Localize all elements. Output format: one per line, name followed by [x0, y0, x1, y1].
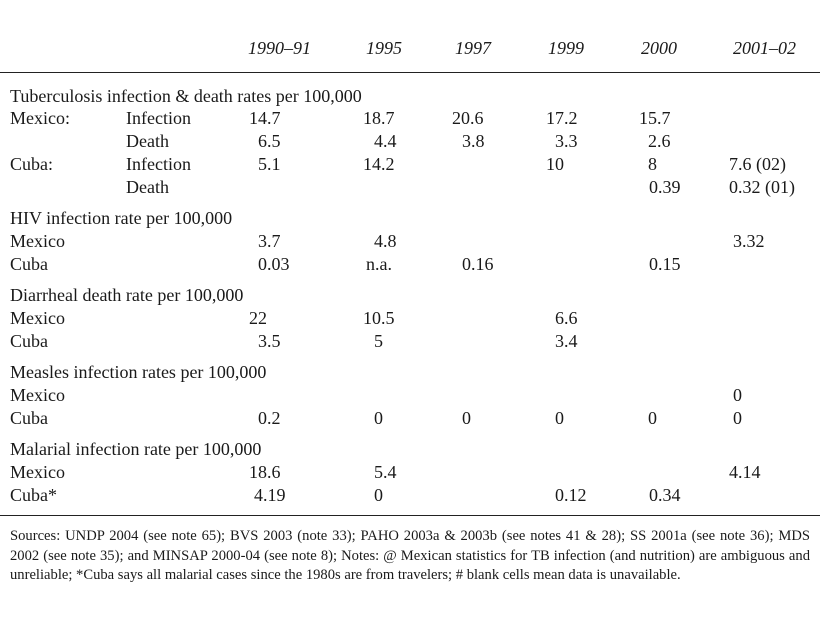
- table-cell: 6.5: [258, 131, 281, 151]
- table-cell: 2.6: [648, 131, 671, 151]
- table-cell: 0: [374, 485, 383, 505]
- year-header-1995: 1995: [366, 38, 402, 58]
- year-header-1990-91: 1990–91: [248, 38, 311, 58]
- table-cell: 3.7: [258, 231, 281, 251]
- table-cell: 3.4: [555, 331, 578, 351]
- year-header-2000: 2000: [641, 38, 677, 58]
- header-rule: [0, 72, 820, 73]
- table-cell: 0: [555, 408, 564, 428]
- table-cell: 3.3: [555, 131, 578, 151]
- table-cell: 3.32: [733, 231, 765, 251]
- table-cell: 6.6: [555, 308, 578, 328]
- year-header-2001-02: 2001–02: [733, 38, 796, 58]
- table-cell: 0.15: [649, 254, 681, 274]
- table-cell: 4.19: [254, 485, 286, 505]
- row-label-mexico: Mexico: [10, 462, 65, 482]
- table-cell: 5: [374, 331, 383, 351]
- row-label-mexico: Mexico: [10, 231, 65, 251]
- table-cell: 22: [249, 308, 267, 328]
- table-cell: 0: [462, 408, 471, 428]
- row-label-mexico: Mexico: [10, 308, 65, 328]
- table-cell: 4.4: [374, 131, 397, 151]
- table-cell: 15.7: [639, 108, 671, 128]
- table-cell: 14.2: [363, 154, 395, 174]
- table-cell: 0: [374, 408, 383, 428]
- row-sublabel-death: Death: [126, 177, 169, 197]
- table-cell: 10.5: [363, 308, 395, 328]
- table-cell: 17.2: [546, 108, 578, 128]
- table-cell: 4.8: [374, 231, 397, 251]
- table-cell: 0.03: [258, 254, 290, 274]
- table-cell: 5.1: [258, 154, 281, 174]
- table-cell: 0: [733, 385, 742, 405]
- table-cell: 0.16: [462, 254, 494, 274]
- table-cell: 8: [648, 154, 657, 174]
- row-label-mexico: Mexico: [10, 385, 65, 405]
- table-cell: 3.5: [258, 331, 281, 351]
- table-cell: 4.14: [729, 462, 761, 482]
- table-cell: 0.12: [555, 485, 587, 505]
- table-cell: 18.6: [249, 462, 281, 482]
- row-label-cuba: Cuba*: [10, 485, 57, 505]
- table-cell: 5.4: [374, 462, 397, 482]
- section-heading-diarrheal: Diarrheal death rate per 100,000: [10, 285, 244, 305]
- row-label-cuba: Cuba: [10, 331, 48, 351]
- table-cell: 14.7: [249, 108, 281, 128]
- table-cell: 20.6: [452, 108, 484, 128]
- footer-rule: [0, 515, 820, 516]
- table-cell: 0.2: [258, 408, 281, 428]
- table-cell: 0: [733, 408, 742, 428]
- table-cell: 3.8: [462, 131, 485, 151]
- section-heading-measles: Measles infection rates per 100,000: [10, 362, 267, 382]
- table-cell: n.a.: [366, 254, 392, 274]
- section-heading-malaria: Malarial infection rate per 100,000: [10, 439, 262, 459]
- section-heading-hiv: HIV infection rate per 100,000: [10, 208, 233, 228]
- section-heading-tb: Tuberculosis infection & death rates per…: [10, 86, 362, 106]
- row-label-cuba: Cuba: [10, 254, 48, 274]
- table-cell: 0.34: [649, 485, 681, 505]
- footnote: Sources: UNDP 2004 (see note 65); BVS 20…: [10, 528, 810, 583]
- row-sublabel-infection: Infection: [126, 108, 191, 128]
- table-cell: 7.6 (02): [729, 154, 786, 174]
- row-label-cuba: Cuba:: [10, 154, 53, 174]
- table-cell: 0.39: [649, 177, 681, 197]
- row-sublabel-infection: Infection: [126, 154, 191, 174]
- year-header-1999: 1999: [548, 38, 584, 58]
- row-label-mexico: Mexico:: [10, 108, 70, 128]
- table-cell: 18.7: [363, 108, 395, 128]
- row-sublabel-death: Death: [126, 131, 169, 151]
- table-cell: 10: [546, 154, 564, 174]
- table-cell: 0.32 (01): [729, 177, 795, 197]
- row-label-cuba: Cuba: [10, 408, 48, 428]
- year-header-1997: 1997: [455, 38, 491, 58]
- table-cell: 0: [648, 408, 657, 428]
